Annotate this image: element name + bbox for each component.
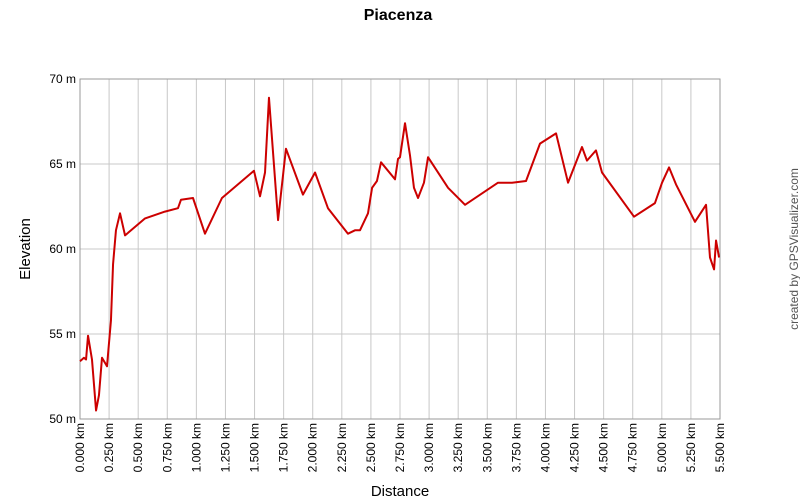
x-tick-label: 4.250 km <box>568 423 582 472</box>
x-tick-label: 3.750 km <box>509 423 523 472</box>
x-axis-title: Distance <box>371 483 429 500</box>
x-tick-label: 5.000 km <box>655 423 669 472</box>
y-tick-label: 60 m <box>49 242 76 256</box>
x-tick-label: 3.500 km <box>480 423 494 472</box>
chart-title: Piacenza <box>364 7 433 24</box>
x-tick-label: 3.250 km <box>451 423 465 472</box>
x-tick-label: 2.500 km <box>364 423 378 472</box>
x-tick-label: 3.000 km <box>422 423 436 472</box>
y-tick-label: 65 m <box>49 157 76 171</box>
x-tick-label: 4.500 km <box>597 423 611 472</box>
x-tick-label: 2.750 km <box>393 423 407 472</box>
x-tick-label: 4.750 km <box>626 423 640 472</box>
x-tick-label: 5.500 km <box>713 423 727 472</box>
x-tick-label: 5.250 km <box>684 423 698 472</box>
x-tick-label: 0.000 km <box>73 423 87 472</box>
elevation-line <box>79 96 721 412</box>
y-axis-title: Elevation <box>17 218 34 280</box>
x-tick-label: 1.000 km <box>189 423 203 472</box>
x-tick-label: 1.500 km <box>248 423 262 472</box>
x-tick-label: 0.500 km <box>131 423 145 472</box>
x-tick-label: 2.000 km <box>306 423 320 472</box>
x-tick-label: 1.750 km <box>277 423 291 472</box>
plot-frame <box>79 78 721 420</box>
credit: created by GPSVisualizer.com <box>787 168 800 330</box>
y-tick-label: 70 m <box>49 72 76 86</box>
x-tick-label: 1.250 km <box>218 423 232 472</box>
x-tick-label: 4.000 km <box>538 423 552 472</box>
y-tick-label: 50 m <box>49 412 76 426</box>
y-tick-label: 55 m <box>49 327 76 341</box>
x-tick-label: 2.250 km <box>335 423 349 472</box>
x-tick-label: 0.750 km <box>160 423 174 472</box>
x-tick-label: 0.250 km <box>102 423 116 472</box>
